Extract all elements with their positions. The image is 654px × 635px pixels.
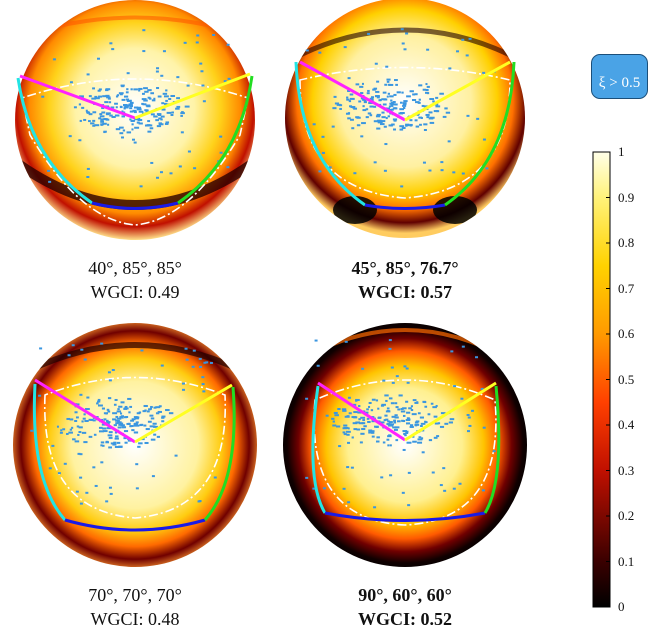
colorbar-tick-label: 0.9	[618, 189, 635, 205]
fisheye-panel-2	[285, 0, 525, 238]
contour-line	[21, 78, 249, 226]
colorbar-tick-label: 0	[618, 599, 625, 614]
edge-right	[483, 385, 501, 514]
edge-bottom	[64, 518, 206, 532]
ray-up-left	[299, 60, 406, 122]
panel-2-angles: 45°, 85°, 76.7°	[351, 258, 459, 278]
edge-left	[311, 385, 327, 514]
ray-up-right	[134, 383, 233, 444]
colorbar-tick-label: 0.5	[618, 371, 635, 387]
edge-left	[16, 77, 93, 205]
colorbar-tick-label: 0.1	[618, 553, 635, 569]
panel-4-wgci: WGCI: 0.52	[358, 609, 452, 629]
panel-2-wgci: WGCI: 0.57	[358, 282, 452, 302]
colorbar-tick-label: 0.3	[618, 462, 635, 478]
colorbar-tick-label: 0.4	[618, 417, 635, 432]
fisheye-disc	[13, 323, 257, 567]
panel-1-wgci: WGCI: 0.49	[90, 282, 180, 302]
ray-up-left	[317, 381, 406, 442]
edge-left	[294, 61, 366, 207]
edge-bottom	[91, 201, 179, 210]
feature-points	[30, 342, 217, 505]
ray-up-right	[404, 381, 497, 442]
colorbar-tick-label: 0.8	[618, 235, 635, 250]
fisheye-panel-1	[15, 0, 255, 240]
fisheye-disc	[283, 323, 527, 567]
ray-up-right	[134, 72, 251, 120]
colorbar-tick-label: 1	[618, 144, 625, 159]
colorbar-tick-label: 0.7	[618, 280, 635, 296]
panel-3-wgci: WGCI: 0.48	[90, 609, 180, 629]
edge-right	[177, 75, 254, 205]
panel-3-angles: 70°, 70°, 70°	[88, 585, 182, 605]
colorbar-tick-label: 0.6	[618, 326, 635, 341]
panel-4-angles: 90°, 60°, 60°	[358, 585, 452, 605]
colorbar-tick-label: 0.2	[618, 508, 635, 523]
colorbar-ticks	[606, 151, 610, 608]
contour-line	[43, 376, 227, 519]
feature-points	[41, 29, 231, 188]
edge-bottom	[324, 511, 486, 522]
edge-bottom	[364, 203, 446, 210]
ray-up-right	[404, 60, 511, 122]
panel-1-angles: 40°, 85°, 85°	[88, 258, 182, 278]
fisheye-panel-4	[283, 323, 527, 567]
ray-up-left	[19, 74, 136, 120]
legend-label: ξ > 0.5	[598, 75, 641, 91]
legend-box: ξ > 0.5	[591, 54, 648, 99]
edge-right	[203, 386, 236, 521]
fisheye-panel-3	[13, 323, 257, 567]
contour-line	[313, 379, 497, 526]
edge-right	[444, 61, 516, 207]
ray-up-left	[34, 378, 136, 444]
edge-left	[32, 383, 67, 521]
